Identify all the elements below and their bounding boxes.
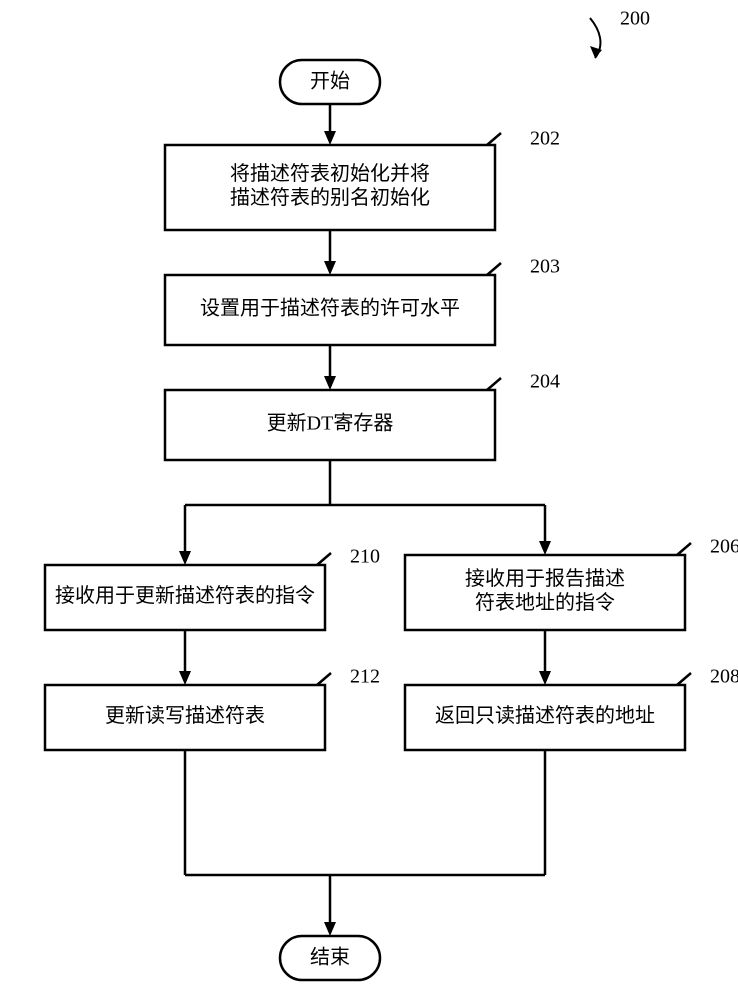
process-202-line-0: 将描述符表初始化并将 bbox=[230, 162, 430, 185]
figure-ref: 200 bbox=[620, 8, 650, 30]
process-204-line-0: 更新DT寄存器 bbox=[267, 412, 394, 435]
process-204-ref: 204 bbox=[530, 371, 560, 393]
process-203-line-0: 设置用于描述符表的许可水平 bbox=[200, 297, 460, 320]
process-210-line-0: 接收用于更新描述符表的指令 bbox=[55, 584, 315, 607]
process-206-line-0: 接收用于报告描述 bbox=[465, 567, 625, 590]
process-206-line-1: 符表地址的指令 bbox=[475, 591, 615, 614]
process-203-ref: 203 bbox=[530, 256, 560, 278]
process-202-line-1: 描述符表的别名初始化 bbox=[230, 186, 430, 209]
process-212-ref: 212 bbox=[350, 666, 380, 688]
start-terminator-label: 开始 bbox=[310, 70, 350, 93]
process-212-line-0: 更新读写描述符表 bbox=[105, 704, 265, 727]
end-terminator-label: 结束 bbox=[310, 946, 350, 969]
process-202-ref: 202 bbox=[530, 128, 560, 150]
process-210-ref: 210 bbox=[350, 546, 380, 568]
process-208-line-0: 返回只读描述符表的地址 bbox=[435, 704, 655, 727]
process-208-ref: 208 bbox=[710, 666, 738, 688]
process-206-ref: 206 bbox=[710, 536, 738, 558]
